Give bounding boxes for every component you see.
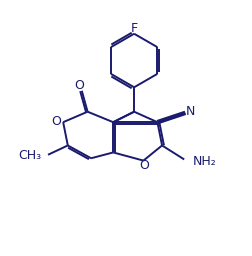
Text: O: O bbox=[75, 79, 84, 92]
Text: O: O bbox=[52, 114, 61, 127]
Text: F: F bbox=[131, 22, 138, 35]
Text: O: O bbox=[140, 159, 149, 172]
Text: N: N bbox=[185, 105, 195, 118]
Text: NH₂: NH₂ bbox=[192, 155, 216, 168]
Text: CH₃: CH₃ bbox=[18, 150, 42, 162]
